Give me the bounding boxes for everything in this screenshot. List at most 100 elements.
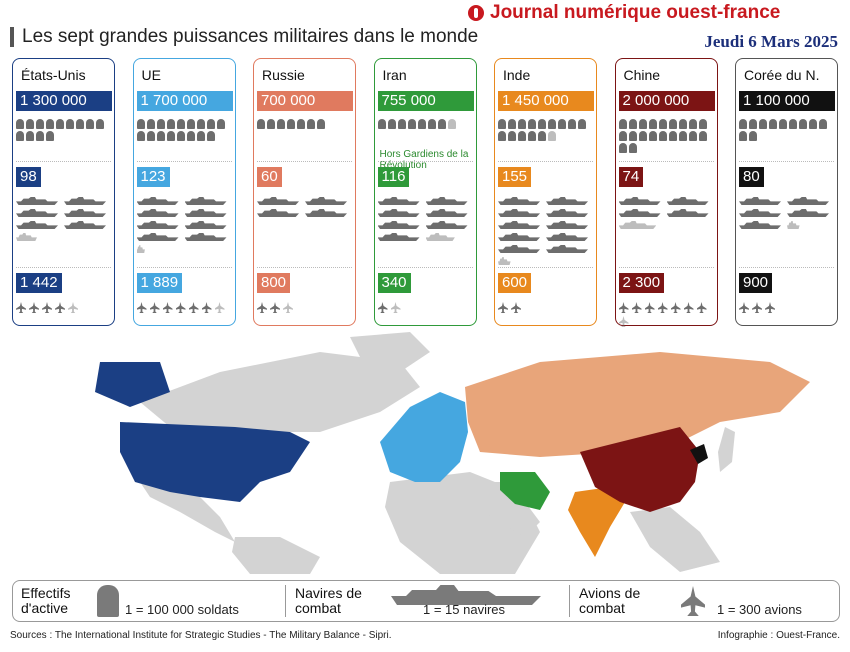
- plane-icon: [631, 302, 642, 313]
- country-name: Russie: [262, 67, 305, 83]
- ship-icon: [787, 197, 829, 205]
- ship-icon: [787, 209, 829, 217]
- soldier-icon: [156, 131, 165, 141]
- legend-planes-label: Avions de combat: [579, 585, 641, 616]
- aircraft-value: 900: [739, 273, 773, 293]
- plane-icon: [618, 302, 629, 313]
- soldier-icon: [86, 119, 94, 129]
- plane-icon: [511, 302, 521, 313]
- troops-value: 755 000: [377, 91, 474, 111]
- plane-icon: [188, 302, 199, 313]
- map-land: [140, 332, 735, 574]
- soldier-icon: [668, 119, 677, 129]
- plane-icons: [377, 302, 473, 313]
- soldier-icon: [688, 131, 697, 141]
- ship-icon: [498, 233, 540, 241]
- soldier-icon: [56, 119, 64, 129]
- soldier-icon: [528, 119, 536, 129]
- ship-icon: [257, 197, 299, 205]
- ship-icon: [498, 197, 540, 205]
- separator: [257, 267, 352, 268]
- aircraft-value: 340: [377, 273, 411, 293]
- soldier-icon: [26, 131, 34, 141]
- ship-icon: [618, 197, 661, 205]
- separator: [739, 161, 834, 162]
- soldier-icon: [819, 119, 827, 129]
- plane-icon: [752, 302, 762, 313]
- soldier-icon: [186, 119, 195, 129]
- soldier-icon: [508, 131, 516, 141]
- ship-icon: [739, 221, 781, 229]
- plane-icon: [683, 302, 694, 313]
- title-accent-bar: [10, 27, 14, 47]
- ship-icon: [787, 221, 800, 229]
- troops-value: 2 000 000: [618, 91, 715, 111]
- country-name: Inde: [503, 67, 531, 83]
- soldier-icon: [698, 119, 707, 129]
- plane-icon: [498, 302, 508, 313]
- ship-icon: [498, 221, 540, 229]
- soldier-icon: [658, 131, 667, 141]
- soldier-icon: [658, 119, 667, 129]
- soldier-icon: [186, 131, 195, 141]
- soldier-icon: [628, 131, 637, 141]
- troops-value: 1 700 000: [136, 91, 233, 111]
- soldier-icon: [447, 119, 456, 129]
- plane-icons: [16, 302, 111, 313]
- ship-icon: [136, 221, 179, 229]
- page-title-text: Les sept grandes puissances militaires d…: [22, 26, 479, 47]
- country-name: Iran: [382, 67, 407, 83]
- ship-icon: [546, 245, 588, 253]
- publication-date: Jeudi 6 Mars 2025: [704, 32, 838, 51]
- country-card: Chine 2 000 000 74 2 300: [614, 58, 718, 327]
- soldier-icon: [136, 119, 145, 129]
- soldier-icon: [548, 131, 556, 141]
- ship-icons: [498, 197, 593, 265]
- separator: [377, 161, 473, 162]
- soldier-icon: [66, 119, 74, 129]
- ship-icon: [257, 209, 299, 217]
- soldier-icon: [548, 119, 556, 129]
- ship-icons: [739, 197, 834, 229]
- soldier-icon: [668, 131, 677, 141]
- ships-value: 74: [618, 167, 644, 187]
- soldier-icon: [638, 131, 647, 141]
- soldier-icon: [528, 131, 536, 141]
- map-india: [568, 487, 625, 557]
- map-china: [580, 427, 700, 512]
- plane-icon: [681, 586, 705, 616]
- ship-icons: [618, 197, 714, 229]
- soldier-icon: [46, 119, 54, 129]
- soldier-icon: [16, 119, 24, 129]
- troops-value: 1 450 000: [498, 91, 594, 111]
- separator: [136, 267, 232, 268]
- plane-icons: [257, 302, 352, 313]
- soldier-icon: [538, 119, 546, 129]
- ship-icon: [16, 197, 58, 205]
- brand-name: Journal numérique ouest-france: [490, 2, 781, 23]
- plane-icons: [498, 302, 593, 313]
- ship-icon: [16, 209, 58, 217]
- ship-icon: [377, 209, 420, 217]
- soldier-icon: [206, 119, 215, 129]
- country-name: Corée du N.: [744, 67, 820, 83]
- plane-icon: [765, 302, 775, 313]
- soldier-icon: [257, 119, 265, 129]
- country-name: États-Unis: [21, 67, 86, 83]
- ship-icon: [377, 221, 420, 229]
- ship-icon: [184, 233, 227, 241]
- plane-icon: [175, 302, 186, 313]
- land-south-america: [232, 537, 320, 574]
- plane-icon: [377, 302, 388, 313]
- soldier-icon: [779, 119, 787, 129]
- ship-icon: [498, 257, 511, 265]
- plane-icons: [739, 302, 834, 313]
- separator: [498, 267, 593, 268]
- legend-ships-label: Navires de combat: [295, 585, 362, 616]
- ship-icon: [377, 197, 420, 205]
- world-map: [95, 332, 810, 574]
- plane-icon: [644, 302, 655, 313]
- plane-icon: [283, 302, 293, 313]
- plane-icons: [136, 302, 232, 313]
- troops-note: Hors Gardiens de la Révolution: [379, 149, 469, 171]
